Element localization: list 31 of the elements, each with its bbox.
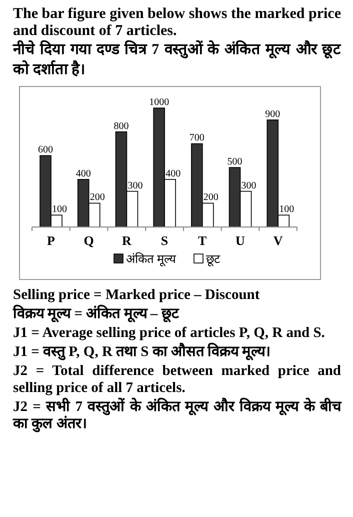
- x-tick-label: Q: [84, 233, 94, 248]
- data-label: 1000: [149, 97, 170, 108]
- data-label: 800: [114, 120, 129, 132]
- data-label: 300: [241, 180, 256, 192]
- legend-label: अंकित मूल्य: [126, 252, 177, 267]
- text: विक्रय मूल्य = अंकित मूल्य – छूट: [13, 306, 180, 323]
- chart-title: The bar figure given below shows the marked price and discount of 7 articles.: [13, 6, 341, 40]
- x-tick-label: P: [46, 233, 55, 248]
- data-label: 200: [90, 192, 105, 204]
- x-tick-label: S: [160, 233, 168, 248]
- x-tick-label: T: [198, 233, 208, 248]
- x-tick-label: R: [122, 233, 132, 248]
- data-label: 100: [52, 204, 67, 216]
- data-label: 100: [279, 204, 294, 216]
- text: J1 = वस्तु P, Q, R तथा S का औसत विक्रय मूल्य।: [13, 344, 272, 361]
- data-label: 500: [227, 156, 242, 168]
- legend-label: छूट: [206, 252, 221, 267]
- chart-subtitle: नीचे दिया गया दण्ड चित्र 7 वस्तुओं के अंकित मूल्य और छूट को दर्शाता है।: [13, 40, 341, 80]
- data-label: 400: [76, 168, 91, 180]
- data-label: 700: [189, 132, 204, 144]
- text: J1 = Average selling price of articles P, Q, R and S.: [13, 325, 326, 342]
- data-label: 900: [265, 108, 280, 120]
- text: Selling price = Marked price – Discount: [13, 287, 261, 304]
- text: J2 = सभी 7 वस्तुओं के अंकित मूल्य और विक्रय मूल्य के बीच का कुल अंतर।: [13, 399, 341, 433]
- text: J2 = Total difference between marked price and selling price of all 7 articels.: [13, 363, 341, 397]
- data-label: 400: [166, 168, 181, 180]
- data-label: 200: [203, 192, 218, 204]
- x-tick-label: V: [273, 233, 284, 248]
- x-tick-label: U: [236, 233, 246, 248]
- data-label: 300: [128, 180, 143, 192]
- data-label: 600: [38, 144, 53, 156]
